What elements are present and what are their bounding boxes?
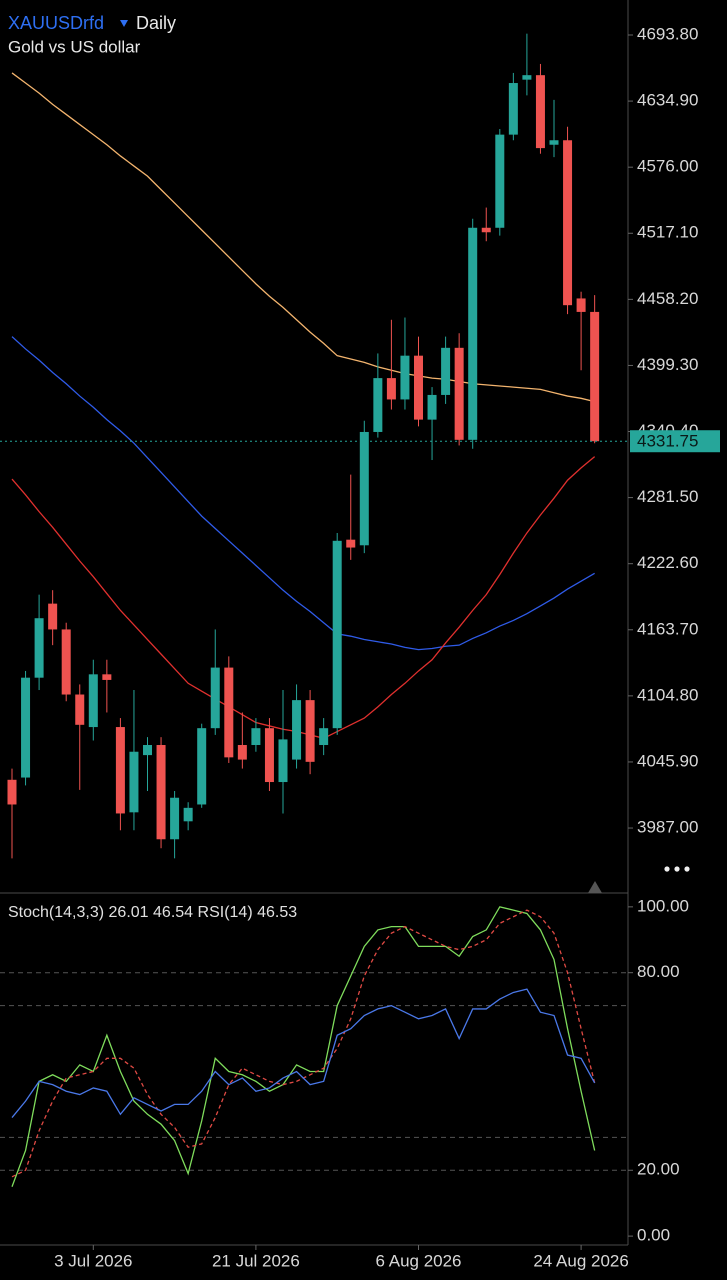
x-tick-label: 6 Aug 2026 (375, 1251, 461, 1270)
y-tick-label: 80.00 (637, 962, 680, 981)
candle-body (264, 728, 274, 783)
candle-body (332, 540, 342, 729)
shift-marker (588, 881, 602, 893)
candle-body (359, 431, 369, 546)
candle-body (210, 667, 220, 729)
candle-body (197, 728, 207, 805)
rsi-value: 46.53 (257, 904, 297, 921)
candle-body (414, 355, 423, 420)
candle-body (549, 140, 559, 145)
candle-body (75, 694, 85, 725)
x-tick-label: 21 Jul 2026 (212, 1251, 300, 1270)
y-tick-label: 4517.10 (637, 223, 698, 242)
stoch-name: Stoch(14,3,3) (8, 904, 104, 921)
y-tick-label: 4576.00 (637, 157, 698, 176)
symbol[interactable]: XAUUSDrfd (8, 13, 104, 33)
candle-body (21, 677, 31, 778)
moving-average (11, 72, 595, 403)
candle-body (115, 727, 125, 814)
candle-body (88, 674, 98, 728)
y-tick-label: 4104.80 (637, 685, 698, 704)
candle-body (576, 298, 586, 312)
candle-body (522, 75, 532, 80)
candle-body (7, 779, 17, 805)
stoch-d-value: 46.54 (153, 904, 193, 921)
price-badge-label: 4331.75 (637, 432, 698, 451)
symbol-dropdown[interactable] (120, 20, 128, 27)
x-tick-label: 3 Jul 2026 (54, 1251, 132, 1270)
stoch-k-value: 26.01 (109, 904, 149, 921)
rsi-name: RSI(14) (198, 904, 253, 921)
candle-body (170, 797, 180, 840)
candle-body (563, 140, 573, 306)
y-tick-label: 4458.20 (637, 289, 698, 308)
candle-body (386, 378, 396, 400)
indicator-line (11, 988, 596, 1118)
y-tick-label: 4222.60 (637, 553, 698, 572)
y-tick-label: 20.00 (637, 1160, 680, 1179)
candle-body (319, 728, 329, 746)
y-tick-label: 4045.90 (637, 751, 698, 770)
candle-body (590, 311, 600, 442)
moving-average (11, 456, 596, 739)
timeframe[interactable]: Daily (136, 13, 176, 33)
candle-body (143, 745, 152, 756)
candle-body (292, 700, 302, 760)
dot (674, 866, 680, 872)
indicator-label: Stoch(14,3,3) 26.01 46.54 RSI(14) 46.53 (8, 904, 297, 921)
candle-body (427, 394, 437, 420)
y-tick-label: 4399.30 (637, 355, 698, 374)
price-badge (630, 430, 720, 453)
candle-body (61, 629, 71, 695)
subtitle: Gold vs US dollar (8, 37, 141, 56)
y-tick-label: 3987.00 (637, 818, 698, 837)
candle-body (346, 539, 356, 548)
more-menu[interactable] (664, 866, 690, 872)
candle-body (102, 674, 112, 680)
y-tick-label: 4163.70 (637, 619, 698, 638)
candle-body (129, 751, 139, 813)
candle-body (224, 667, 234, 758)
x-tick-label: 24 Aug 2026 (533, 1251, 628, 1270)
candle-body (468, 227, 478, 440)
candle-body (34, 618, 44, 678)
candle-body (183, 807, 193, 822)
indicator-line (11, 906, 596, 1187)
y-tick-label: 0.00 (637, 1226, 670, 1245)
y-tick-label: 4693.80 (637, 24, 698, 43)
y-tick-label: 4634.90 (637, 91, 698, 110)
candle-body (454, 347, 464, 440)
candle-body (441, 347, 451, 395)
y-tick-label: 4281.50 (637, 487, 698, 506)
candle-body (481, 227, 491, 233)
candle-body (495, 134, 505, 228)
dot (684, 866, 690, 872)
candle-body (48, 603, 58, 630)
candle-body (305, 700, 315, 762)
candle-body (508, 83, 518, 135)
candle-body (251, 728, 261, 746)
candle-body (535, 75, 545, 149)
y-tick-label: 100.00 (637, 896, 689, 915)
moving-average (11, 336, 595, 651)
candle-body (237, 745, 247, 760)
dot (664, 866, 670, 872)
candle-body (278, 739, 288, 783)
candle-body (156, 745, 166, 840)
candle-body (373, 378, 383, 432)
candle-body (400, 355, 410, 400)
